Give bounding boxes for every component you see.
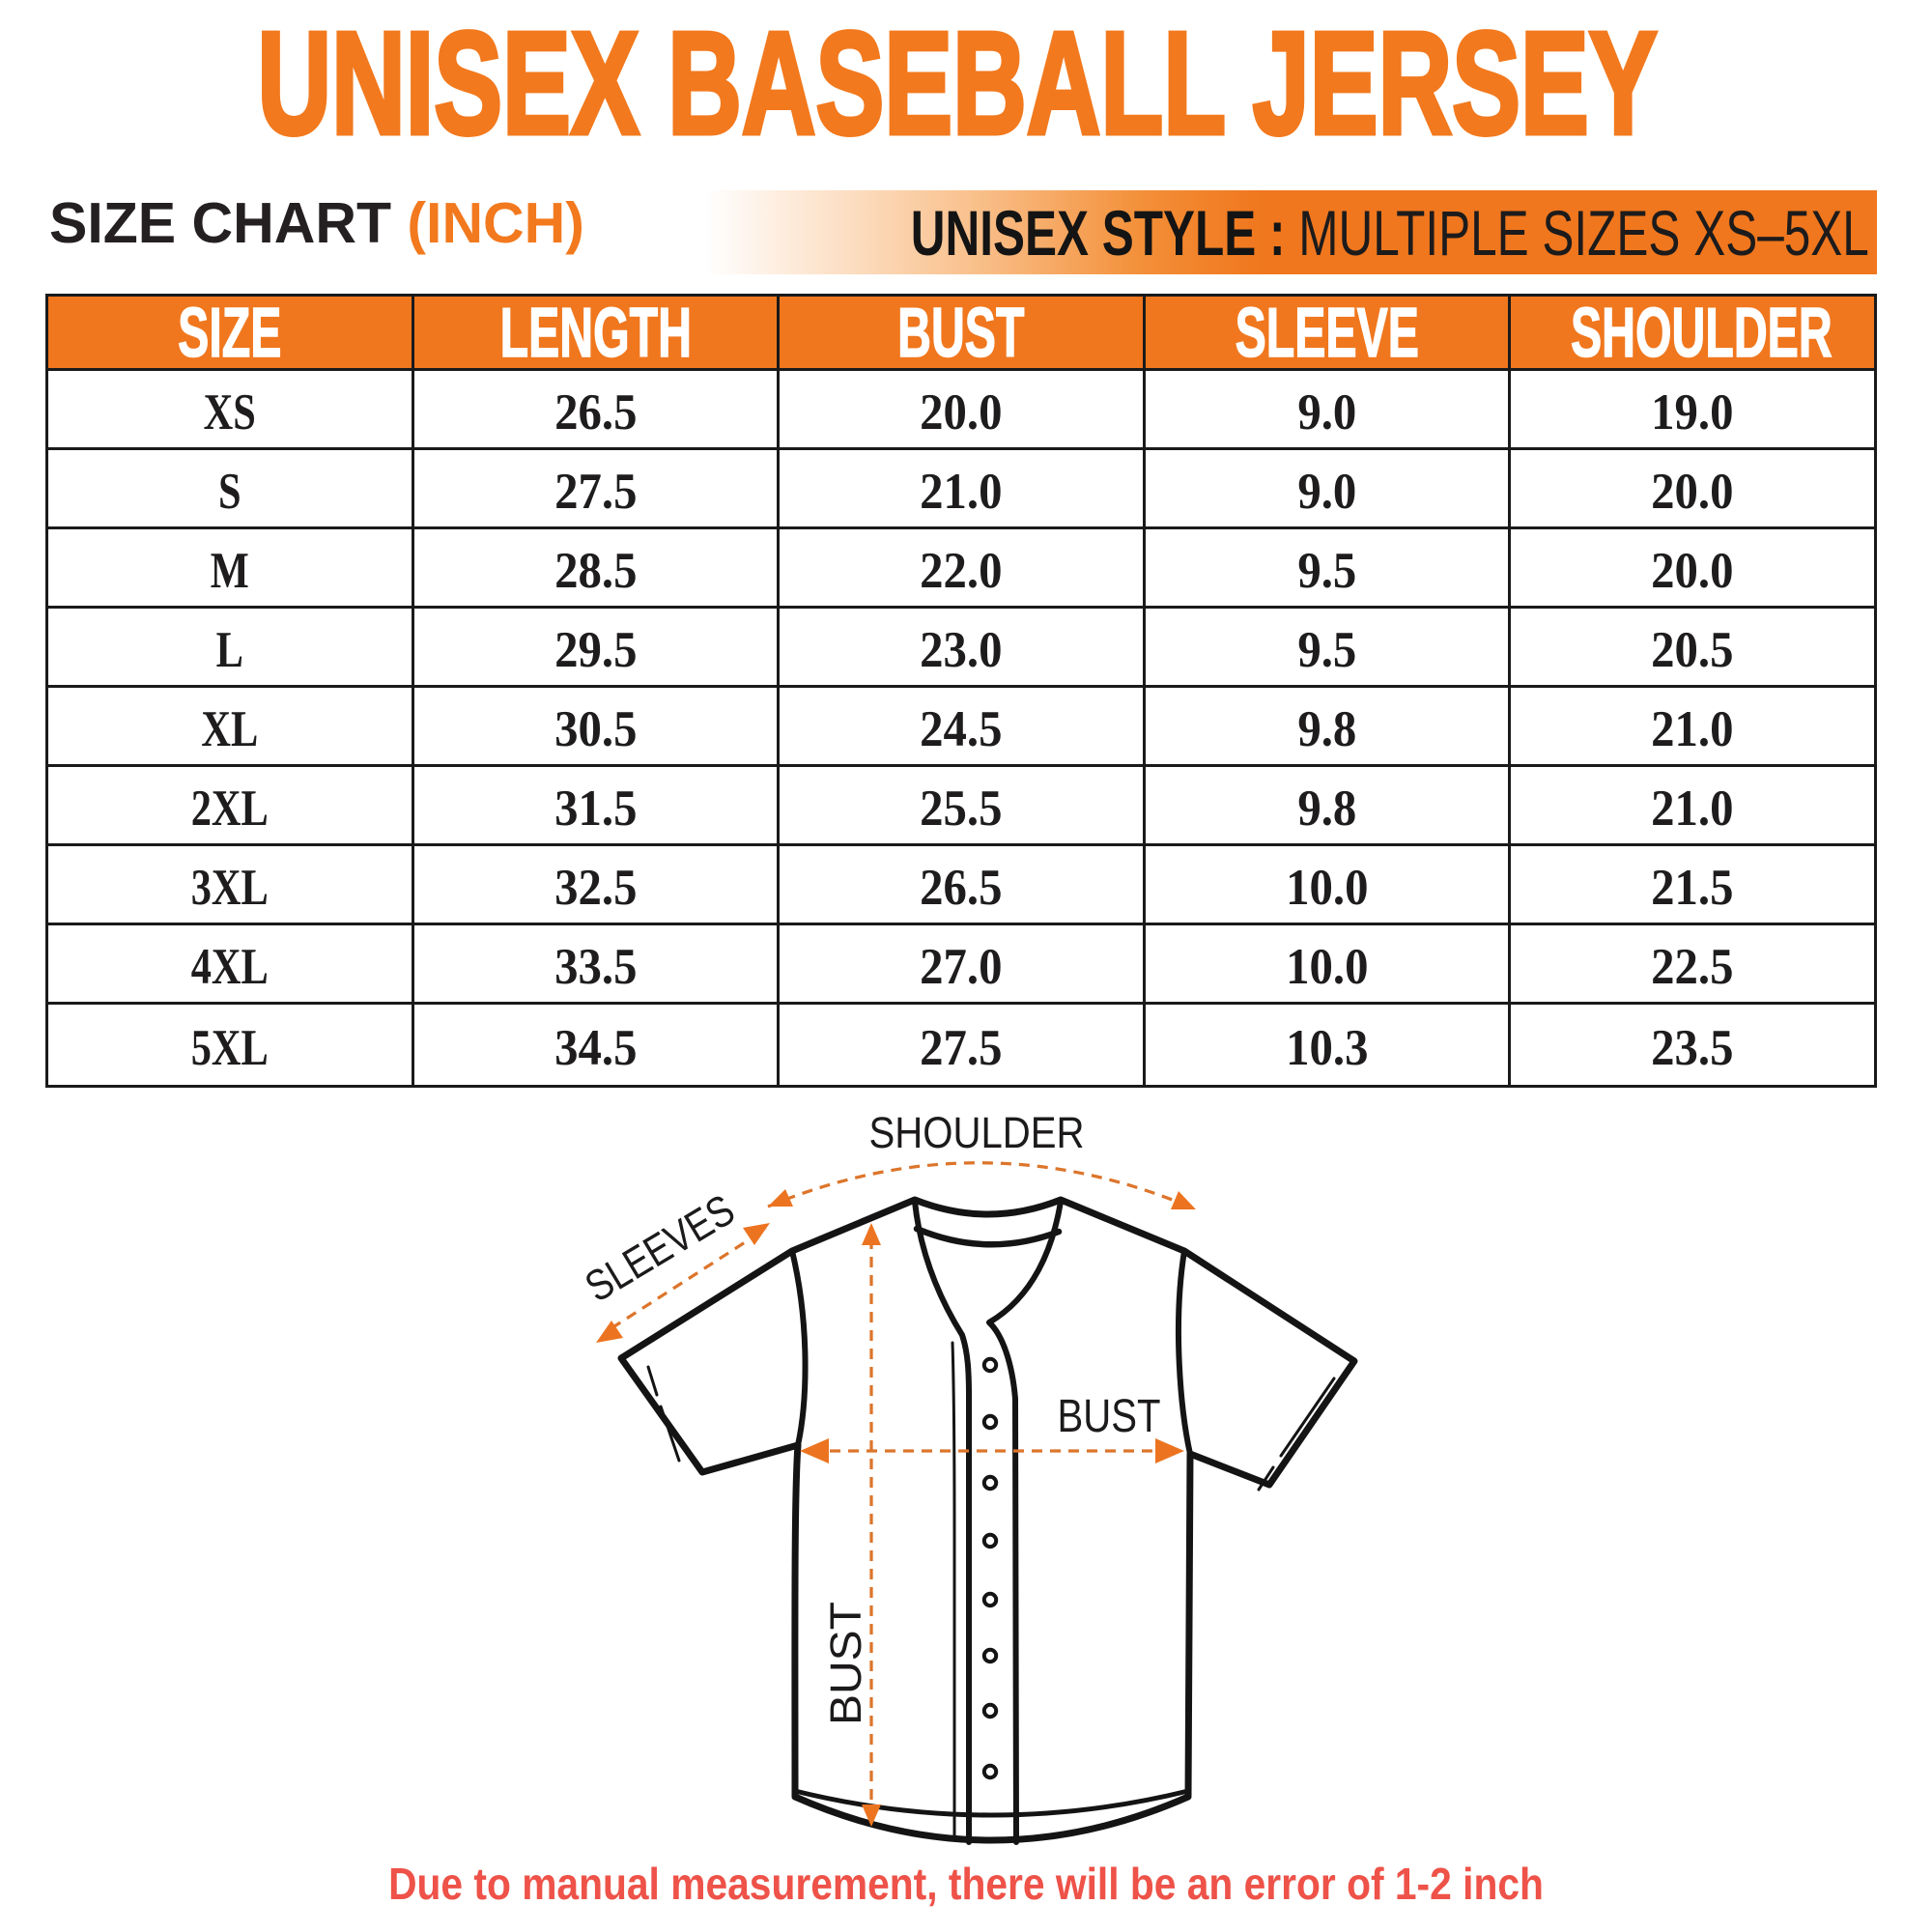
svg-text:SHOULDER: SHOULDER	[869, 1108, 1085, 1157]
svg-text:SLEEVES: SLEEVES	[577, 1184, 743, 1311]
svg-text:BUST: BUST	[821, 1602, 870, 1725]
svg-text:BUST: BUST	[1058, 1391, 1161, 1442]
